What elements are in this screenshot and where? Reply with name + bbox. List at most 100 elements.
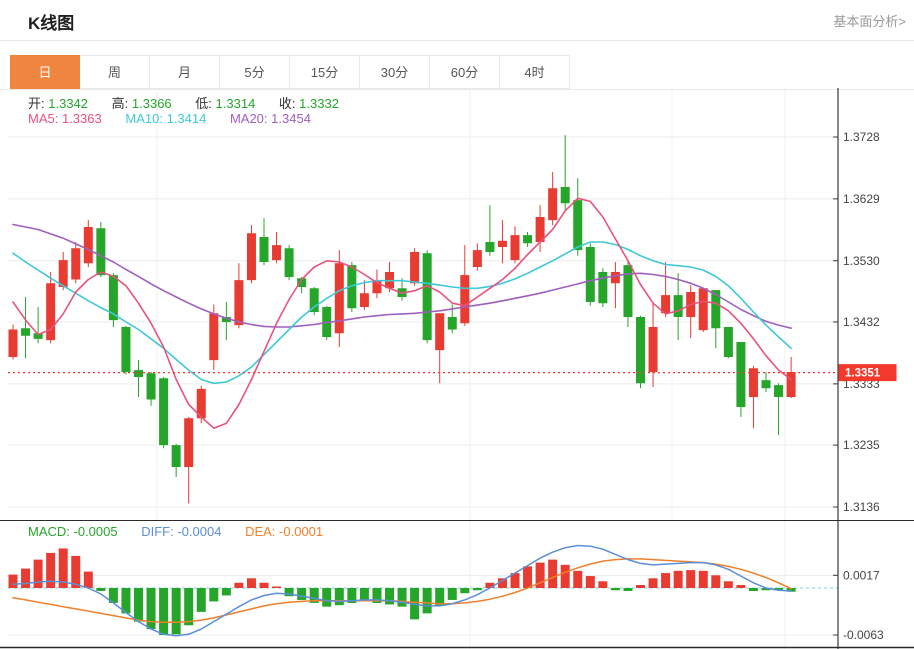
macd-label: MACD: — [28, 524, 70, 539]
macd-bar — [510, 573, 520, 588]
diff-line — [12, 544, 792, 637]
candle — [485, 205, 495, 256]
open-label: 开: — [28, 96, 45, 111]
candle-body — [83, 227, 93, 264]
candle — [585, 243, 595, 306]
macd-bar — [159, 588, 169, 636]
candle — [272, 232, 282, 264]
candle-body — [497, 240, 507, 247]
dea-label: DEA: — [245, 524, 276, 539]
macd-bar — [385, 588, 394, 605]
candle — [761, 372, 771, 392]
tab-5分[interactable]: 5分 — [220, 55, 290, 89]
macd-bar — [8, 574, 18, 588]
candle-body — [761, 380, 771, 389]
candle — [108, 273, 118, 327]
candle-body — [648, 327, 658, 372]
candle-body — [58, 260, 68, 287]
macd-axis-label: 0.0017 — [843, 568, 880, 582]
candle — [435, 313, 445, 384]
candle — [96, 222, 106, 277]
candle — [661, 262, 671, 317]
tab-60分[interactable]: 60分 — [430, 55, 500, 89]
y-axis-label: 1.3432 — [843, 315, 880, 329]
candle — [598, 268, 608, 307]
candle-body — [21, 328, 31, 336]
candle-body — [535, 217, 545, 242]
candle — [33, 307, 43, 344]
macd-bar — [472, 588, 482, 591]
tab-4时[interactable]: 4时 — [500, 55, 570, 89]
tab-月[interactable]: 月 — [150, 55, 220, 89]
candle-body — [548, 188, 558, 221]
candle-body — [334, 263, 344, 334]
candle — [623, 260, 633, 327]
candlestick-chart[interactable]: 1.37281.36291.35301.34321.33331.32351.31… — [0, 88, 914, 520]
candle — [610, 262, 620, 309]
macd-bar — [196, 588, 206, 612]
macd-bar — [698, 570, 708, 588]
candle-body — [108, 275, 118, 321]
candle-body — [736, 342, 746, 407]
macd-bar — [761, 588, 771, 591]
macd-bar — [560, 564, 570, 588]
candle — [748, 365, 758, 429]
candle — [58, 252, 68, 291]
candle-body — [121, 327, 131, 372]
candle-body — [96, 228, 106, 276]
macd-bar — [573, 570, 583, 588]
header-divider — [0, 40, 914, 41]
candle-body — [246, 233, 256, 281]
macd-bar — [146, 588, 156, 630]
macd-bar — [359, 588, 369, 602]
candle — [259, 218, 269, 266]
candle — [372, 269, 382, 299]
macd-bar — [686, 570, 696, 588]
tab-30分[interactable]: 30分 — [360, 55, 430, 89]
macd-legend: MACD: -0.0005 DIFF: -0.0004 DEA: -0.0001 — [28, 524, 343, 539]
macd-bar — [736, 585, 746, 588]
macd-bar — [234, 582, 244, 588]
candle — [21, 297, 31, 359]
diff-label: DIFF: — [141, 524, 174, 539]
macd-bar — [46, 552, 56, 588]
tab-15分[interactable]: 15分 — [290, 55, 360, 89]
candle-body — [33, 333, 43, 339]
macd-chart[interactable]: 0.0017 -0.0063 — [0, 520, 914, 649]
macd-bar — [134, 588, 143, 622]
candle — [535, 205, 545, 252]
candle-body — [171, 445, 181, 467]
macd-bar — [723, 581, 733, 588]
y-axis-label: 1.3235 — [843, 438, 880, 452]
candle-body — [723, 327, 733, 357]
candle — [121, 325, 131, 375]
candle — [347, 262, 357, 312]
candle — [410, 248, 420, 286]
y-axis-label: 1.3530 — [843, 254, 880, 268]
candle-body — [196, 388, 206, 419]
candle-body — [359, 293, 369, 307]
candle-body — [209, 313, 219, 361]
candle-body — [774, 385, 784, 397]
macd-bar — [96, 588, 106, 591]
candle-body — [661, 295, 671, 314]
candle — [221, 302, 231, 341]
tab-周[interactable]: 周 — [80, 55, 150, 89]
ma10-label: MA10: — [125, 111, 163, 126]
candle — [159, 377, 169, 449]
macd-bar — [435, 588, 445, 606]
y-axis-label: 1.3136 — [843, 500, 880, 514]
candle — [636, 315, 645, 389]
candle-body — [234, 280, 244, 326]
macd-bar — [636, 585, 645, 588]
tab-日[interactable]: 日 — [10, 55, 80, 89]
fundamental-analysis-link[interactable]: 基本面分析> — [833, 14, 906, 29]
candle — [171, 443, 181, 477]
candle — [786, 357, 796, 399]
macd-bar — [623, 588, 633, 591]
macd-value: -0.0005 — [73, 524, 118, 539]
candle-body — [146, 373, 156, 400]
macd-bar — [184, 588, 194, 626]
candle — [560, 135, 570, 211]
macd-bar — [71, 555, 81, 588]
